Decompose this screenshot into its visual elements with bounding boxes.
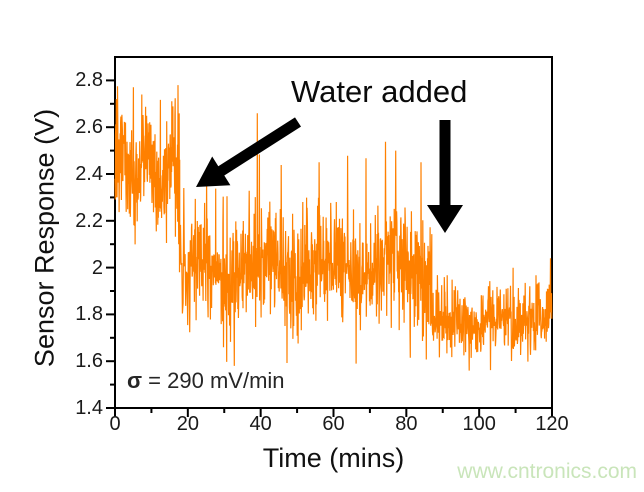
y-tick-label-1.6: 1.6 xyxy=(75,350,103,373)
sigma-symbol: σ xyxy=(127,368,143,393)
water-added-arrow-left xyxy=(196,117,301,187)
x-tick-label-20: 20 xyxy=(176,413,199,435)
sigma-annotation: σ = 290 mV/min xyxy=(127,368,285,394)
x-tick-label-0: 0 xyxy=(109,413,121,435)
x-tick-label-40: 40 xyxy=(249,413,272,435)
water-added-label: Water added xyxy=(291,74,468,109)
y-tick-label-2.8: 2.8 xyxy=(75,69,103,92)
y-tick-label-2.4: 2.4 xyxy=(75,163,103,185)
x-tick-label-100: 100 xyxy=(462,413,496,435)
watermark: www.cntronics.com xyxy=(457,460,637,483)
sigma-value-text: = 290 mV/min xyxy=(142,368,285,393)
x-tick-label-60: 60 xyxy=(322,413,345,435)
y-tick-label-1.4: 1.4 xyxy=(75,397,103,419)
y-tick-label-2.6: 2.6 xyxy=(75,116,103,139)
y-tick-label-1.8: 1.8 xyxy=(75,303,103,326)
water-added-arrow-down xyxy=(427,120,463,233)
x-axis-title: Time (mins) xyxy=(262,443,405,473)
x-tick-label-80: 80 xyxy=(395,413,418,435)
y-tick-label-2: 2 xyxy=(91,256,103,279)
sensor-response-trace xyxy=(114,85,553,371)
y-tick-label-2.2: 2.2 xyxy=(75,209,103,232)
x-tick-label-120: 120 xyxy=(535,413,569,435)
